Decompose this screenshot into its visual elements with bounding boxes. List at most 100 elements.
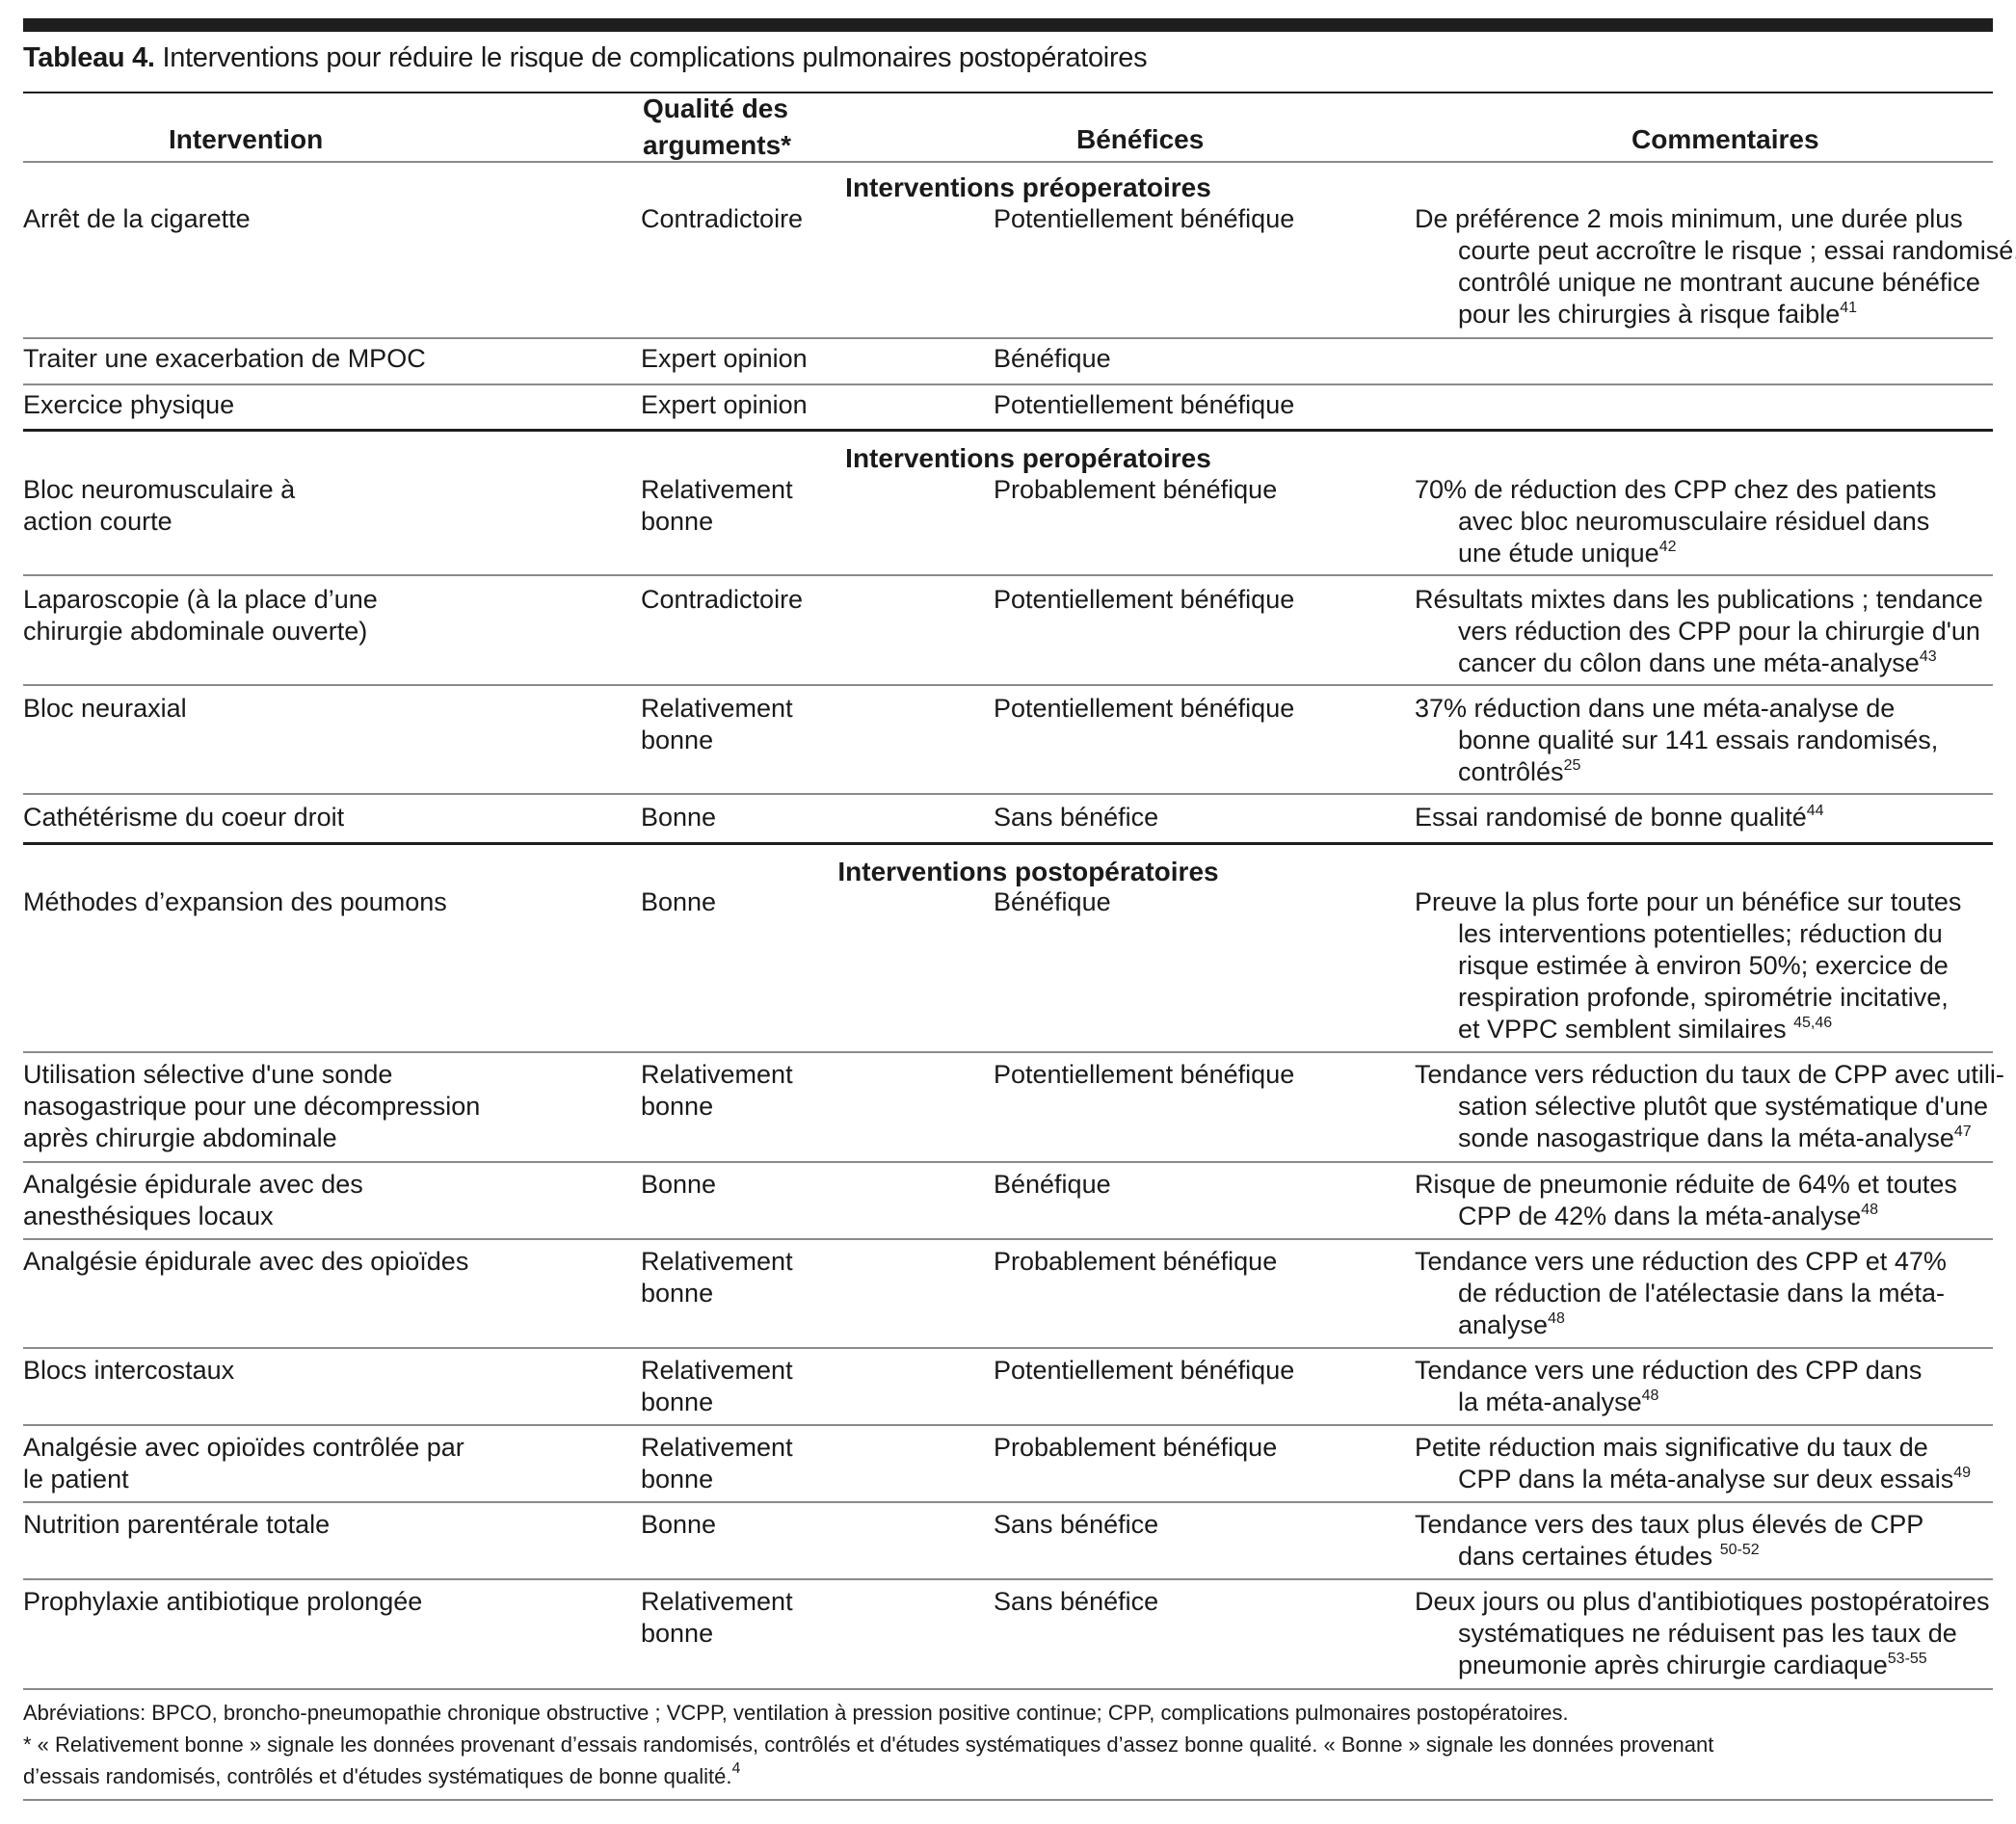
- cell-text: la méta-analyse: [1458, 1388, 1642, 1416]
- cell-line: analyse48: [1415, 1309, 1947, 1341]
- cell-text: Arrêt de la cigarette: [23, 204, 251, 233]
- cell-comment: De préférence 2 mois minimum, une durée …: [1415, 203, 2016, 330]
- cell-text: avec bloc neuromusculaire résiduel dans: [1458, 507, 1930, 536]
- cell-benefit: Sans bénéfice: [994, 1509, 1158, 1541]
- cell-line: Petite réduction mais significative du t…: [1415, 1432, 1971, 1464]
- cell-intervention: Laparoscopie (à la place d’une chirurgie …: [23, 584, 378, 648]
- row-divider: [23, 1347, 1993, 1349]
- cell-benefit: Bénéfique: [994, 886, 1111, 918]
- cell-line: Analgésie épidurale avec des: [23, 1169, 363, 1201]
- cell-benefit: Sans bénéfice: [994, 802, 1158, 833]
- cell-text: Expert opinion: [641, 344, 808, 373]
- cell-intervention: Bloc neuraxial: [23, 693, 187, 725]
- cell-text: Bénéfique: [994, 887, 1111, 916]
- reference-number: 48: [1548, 1310, 1565, 1327]
- header-intervention: Intervention: [169, 124, 324, 154]
- row-divider: [23, 1424, 1993, 1426]
- cell-text: Potentiellement bénéfique: [994, 585, 1295, 614]
- cell-line: Potentiellement bénéfique: [994, 203, 1294, 235]
- row-divider: [23, 1238, 1993, 1240]
- cell-comment: Tendance vers des taux plus élevés de CP…: [1415, 1509, 1923, 1573]
- cell-text: analyse: [1458, 1310, 1549, 1339]
- cell-comment: Tendance vers réduction du taux de CPP a…: [1415, 1059, 2004, 1154]
- cell-line: Tendance vers une réduction des CPP dans: [1415, 1355, 1922, 1387]
- cell-line: action courte: [23, 506, 295, 538]
- cell-line: la méta-analyse48: [1415, 1387, 1922, 1418]
- cell-line: nasogastrique pour une décompression: [23, 1091, 480, 1123]
- cell-benefit: Sans bénéfice: [994, 1586, 1158, 1618]
- cell-text: bonne: [641, 726, 714, 754]
- cell-text: Tendance vers des taux plus élevés de CP…: [1415, 1510, 1924, 1539]
- cell-line: Arrêt de la cigarette: [23, 203, 251, 235]
- cell-text: Essai randomisé de bonne qualité: [1415, 803, 1807, 832]
- cell-benefit: Potentiellement bénéfique: [994, 203, 1294, 235]
- cell-line: Deux jours ou plus d'antibiotiques posto…: [1415, 1586, 1990, 1618]
- cell-line: Probablement bénéfique: [994, 1432, 1277, 1464]
- cell-text: après chirurgie abdominale: [23, 1123, 337, 1152]
- cell-text: Bloc neuromusculaire à: [23, 475, 296, 504]
- cell-text: bonne: [641, 507, 714, 536]
- cell-text: CPP de 42% dans la méta-analyse: [1458, 1202, 1862, 1230]
- cell-text: nasogastrique pour une décompression: [23, 1092, 481, 1121]
- cell-quality: Bonne: [641, 1509, 716, 1541]
- cell-line: Sans bénéfice: [994, 802, 1158, 833]
- cell-text: Expert opinion: [641, 390, 808, 419]
- cell-line: Expert opinion: [641, 343, 808, 375]
- cell-text: Bonne: [641, 887, 717, 916]
- cell-text: chirurgie abdominale ouverte): [23, 617, 368, 646]
- cell-text: 37% réduction dans une méta-analyse de: [1415, 694, 1896, 723]
- cell-line: 37% réduction dans une méta-analyse de: [1415, 693, 1938, 725]
- cell-text: Prophylaxie antibiotique prolongée: [23, 1587, 423, 1616]
- cell-intervention: Exercice physique: [23, 389, 234, 421]
- cell-intervention: Analgésie épidurale avec des opioïdes: [23, 1246, 468, 1278]
- section-heading: Interventions préoperatoires: [845, 172, 1211, 202]
- reference-number: 43: [1919, 648, 1937, 665]
- reference-number: 48: [1641, 1388, 1659, 1404]
- cell-line: Nutrition parentérale totale: [23, 1509, 330, 1541]
- cell-line: respiration profonde, spirométrie incita…: [1415, 982, 1961, 1014]
- cell-line: Prophylaxie antibiotique prolongée: [23, 1586, 422, 1618]
- cell-text: Bénéfique: [994, 344, 1111, 373]
- cell-line: pour les chirurgies à risque faible41: [1415, 299, 2016, 330]
- cell-line: Probablement bénéfique: [994, 474, 1277, 506]
- cell-text: Laparoscopie (à la place d’une: [23, 585, 378, 614]
- cell-text: Bonne: [641, 1170, 717, 1199]
- cell-text: vers réduction des CPP pour la chirurgie…: [1458, 617, 1980, 646]
- cell-text: Relativement: [641, 1060, 793, 1089]
- footnote-quality: * « Relativement bonne » signale les don…: [23, 1729, 1713, 1792]
- reference-number: 42: [1658, 539, 1677, 555]
- cell-comment: Preuve la plus forte pour un bénéfice su…: [1415, 886, 1961, 1045]
- cell-text: sation sélective plutôt que systématique…: [1458, 1092, 1988, 1121]
- cell-text: Bonne: [641, 1510, 717, 1539]
- cell-line: Relativement: [641, 1586, 793, 1618]
- cell-comment: 70% de réduction des CPP chez des patien…: [1415, 474, 1936, 569]
- cell-line: Bonne: [641, 1169, 716, 1201]
- cell-intervention: Prophylaxie antibiotique prolongée: [23, 1586, 422, 1618]
- cell-quality: Relativement bonne: [641, 1355, 793, 1418]
- cell-quality: Relativement bonne: [641, 1246, 793, 1309]
- cell-line: Sans bénéfice: [994, 1586, 1158, 1618]
- cell-line: bonne: [641, 725, 793, 756]
- cell-benefit: Probablement bénéfique: [994, 1246, 1277, 1278]
- cell-line: Relativement: [641, 693, 793, 725]
- cell-benefit: Potentiellement bénéfique: [994, 1355, 1294, 1387]
- cell-intervention: Cathétérisme du coeur droit: [23, 802, 344, 833]
- row-divider: [23, 1161, 1993, 1163]
- cell-line: Potentiellement bénéfique: [994, 1355, 1294, 1387]
- cell-line: Exercice physique: [23, 389, 234, 421]
- cell-intervention: Nutrition parentérale totale: [23, 1509, 330, 1541]
- cell-benefit: Bénéfique: [994, 343, 1111, 375]
- cell-line: risque estimée à environ 50%; exercice d…: [1415, 950, 1961, 982]
- cell-line: Bloc neuraxial: [23, 693, 187, 725]
- cell-line: Laparoscopie (à la place d’une: [23, 584, 378, 616]
- cell-text: bonne qualité sur 141 essais randomisés,: [1458, 726, 1939, 754]
- cell-text: Bénéfique: [994, 1170, 1111, 1199]
- reference-number: 25: [1563, 757, 1581, 774]
- reference-number: 48: [1861, 1202, 1879, 1218]
- cell-line: Relativement: [641, 474, 793, 506]
- cell-line: CPP de 42% dans la méta-analyse48: [1415, 1201, 1957, 1232]
- cell-line: bonne: [641, 506, 793, 538]
- cell-intervention: Analgésie épidurale avec des anesthésique…: [23, 1169, 363, 1232]
- cell-line: dans certaines études 50-52: [1415, 1541, 1923, 1573]
- cell-line: Utilisation sélective d'une sonde: [23, 1059, 480, 1091]
